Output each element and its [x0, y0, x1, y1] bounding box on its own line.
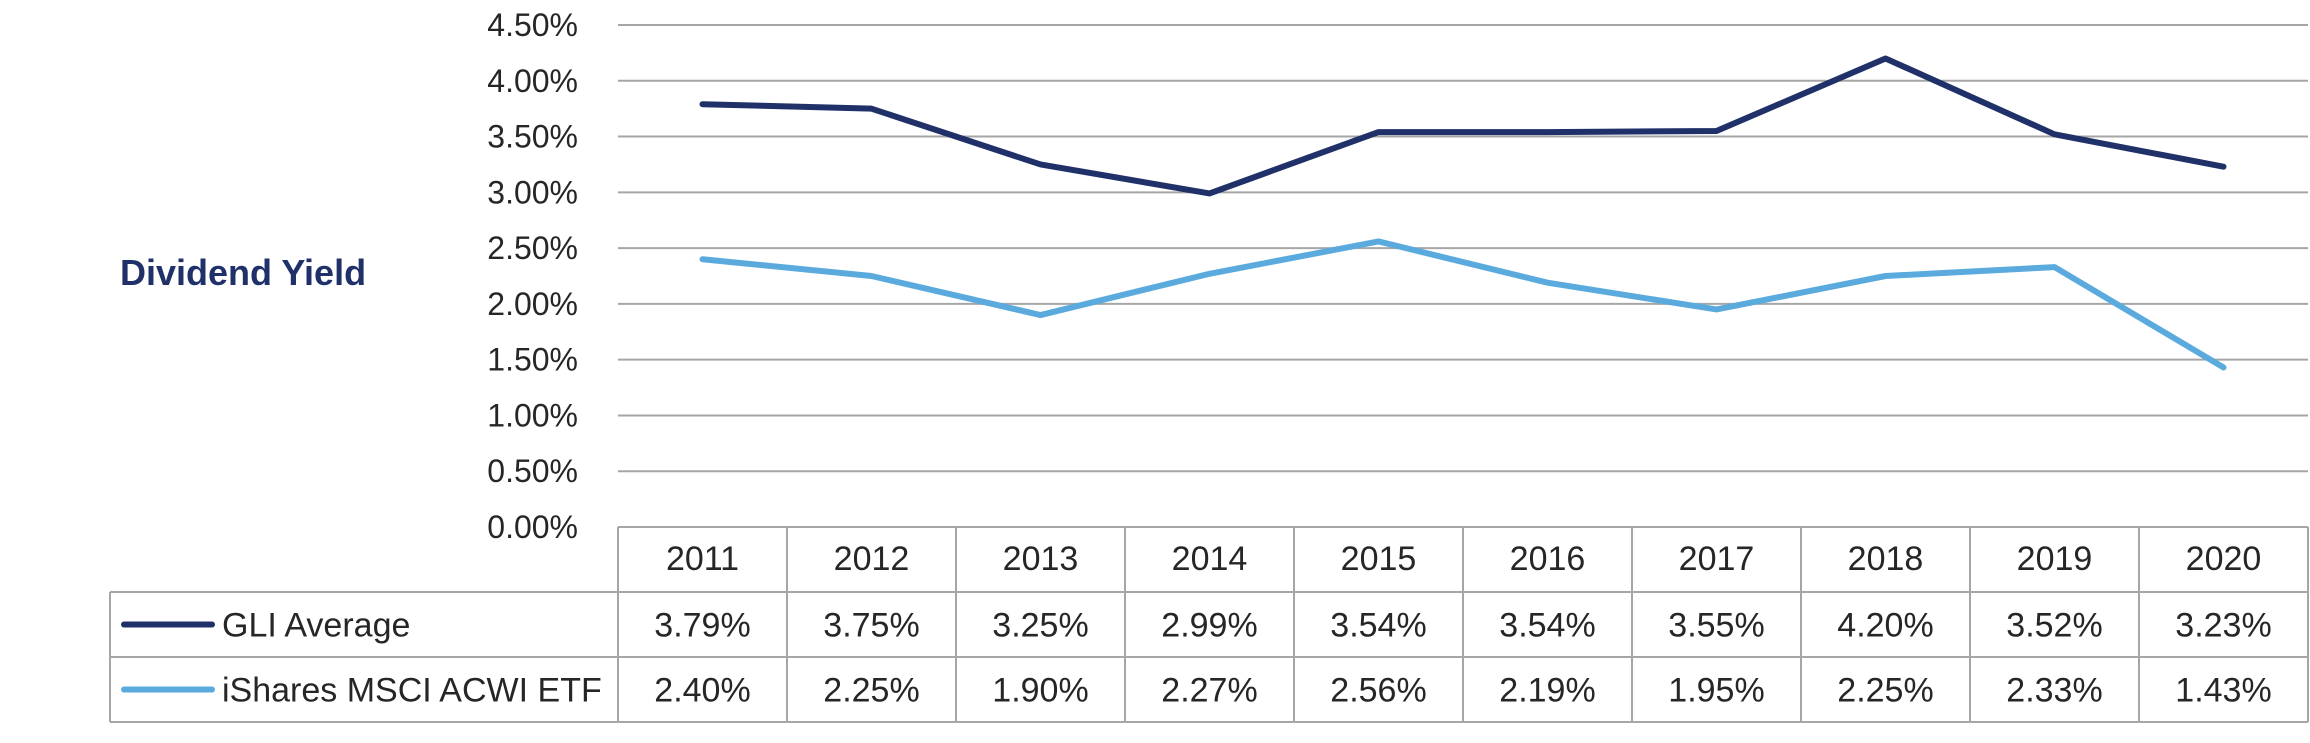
y-tick-label: 0.00% — [487, 509, 578, 545]
data-table-cell: 4.20% — [1837, 607, 1933, 645]
data-table-cell: 2.33% — [2006, 672, 2102, 710]
x-tick-label: 2011 — [666, 540, 739, 578]
y-tick-label: 1.50% — [487, 342, 578, 378]
data-table-cell: 1.43% — [2175, 672, 2271, 710]
x-tick-label: 2017 — [1679, 540, 1755, 578]
data-table-cell: 3.23% — [2175, 607, 2271, 645]
data-table-cell: 2.25% — [823, 672, 919, 710]
x-tick-label: 2020 — [2186, 540, 2262, 578]
x-tick-label: 2016 — [1510, 540, 1586, 578]
x-tick-label: 2015 — [1341, 540, 1417, 578]
data-table-cell: 2.40% — [654, 672, 750, 710]
gridlines — [618, 24, 2308, 528]
data-table-cell: 3.52% — [2006, 607, 2102, 645]
x-tick-label: 2019 — [2017, 540, 2093, 578]
y-tick-label: 3.00% — [487, 174, 578, 210]
series-lines — [699, 55, 2227, 371]
y-tick-label: 2.50% — [487, 230, 578, 266]
y-tick-label: 2.00% — [487, 286, 578, 322]
series-line-ishares-msci-acwi-etf — [699, 238, 2227, 371]
data-table: 2011 2012 2013 2014 2015 2016 2017 2018 2019 2020… — [109, 527, 2309, 723]
data-table-cell: 3.54% — [1330, 607, 1426, 645]
data-table-cell: 3.54% — [1499, 607, 1595, 645]
data-table-cell: 1.90% — [992, 672, 1088, 710]
data-table-cell: 2.99% — [1161, 607, 1257, 645]
data-table-cell: 2.25% — [1837, 672, 1933, 710]
data-table-cell: 3.79% — [654, 607, 750, 645]
y-axis-tick-labels: 0.00% 0.50% 1.00% 1.50% 2.00% 2.50% 3.00% 3.50%… — [487, 7, 578, 545]
x-tick-label: 2012 — [834, 540, 910, 578]
y-tick-label: 3.50% — [487, 119, 578, 155]
x-tick-label: 2014 — [1172, 540, 1248, 578]
x-tick-label: 2013 — [1003, 540, 1079, 578]
data-table-cell: 3.75% — [823, 607, 919, 645]
chart-title: Dividend Yield — [120, 252, 367, 293]
y-tick-label: 4.50% — [487, 7, 578, 43]
data-table-cell: 2.56% — [1330, 672, 1426, 710]
data-table-cell: 3.55% — [1668, 607, 1764, 645]
data-table-cell: 2.27% — [1161, 672, 1257, 710]
y-tick-label: 1.00% — [487, 397, 578, 433]
series-line-gli-average — [699, 55, 2227, 197]
y-tick-label: 0.50% — [487, 453, 578, 489]
x-tick-label: 2018 — [1848, 540, 1924, 578]
legend-label: iShares MSCI ACWI ETF — [222, 672, 602, 710]
y-tick-label: 4.00% — [487, 63, 578, 99]
data-table-cell: 2.19% — [1499, 672, 1595, 710]
legend-label: GLI Average — [222, 607, 410, 645]
data-table-cell: 1.95% — [1668, 672, 1764, 710]
data-table-cell: 3.25% — [992, 607, 1088, 645]
